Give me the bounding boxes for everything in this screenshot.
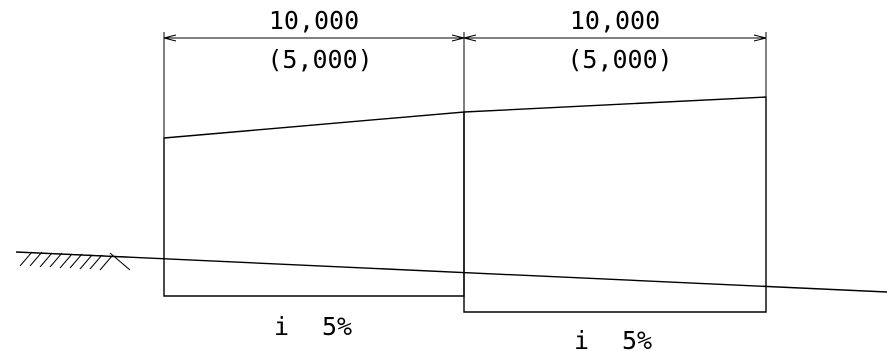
slope-left-symbol: i: [274, 312, 289, 341]
hatch-1: [19, 251, 33, 267]
hatch-slope: [109, 252, 131, 271]
hatch-8: [89, 254, 103, 270]
dimension-arrow-right-start-b: [463, 37, 477, 42]
slope-right-symbol: i: [574, 326, 589, 351]
hatch-2: [29, 251, 43, 267]
dimension-arrow-left-start-b: [163, 37, 177, 42]
dimension-left-value: 10,000: [269, 6, 359, 35]
hatch-base: [15, 251, 131, 258]
hatch-9: [99, 255, 113, 271]
slope-right-value: 5%: [622, 326, 652, 351]
dimension-right-subvalue: (5,000): [567, 45, 672, 74]
dimension-arrow-left-start: [163, 34, 177, 39]
dimension-right-value: 10,000: [570, 6, 660, 35]
hatch-6: [69, 253, 83, 269]
block-right: [463, 96, 767, 313]
block-left: [163, 111, 465, 297]
hatch-4: [49, 252, 63, 268]
dimension-arrow-left-end: [451, 34, 465, 39]
dimension-left-subvalue: (5,000): [267, 45, 372, 74]
dimension-arrow-left-end-b: [451, 37, 465, 42]
dimension-arrow-right-end: [753, 34, 767, 39]
ground-line: [15, 251, 887, 293]
dimension-arrow-right-start: [463, 34, 477, 39]
hatch-7: [79, 254, 93, 270]
hatch-3: [39, 252, 53, 268]
hatch-5: [59, 253, 73, 269]
slope-left-value: 5%: [322, 312, 352, 341]
dimension-lines: [163, 34, 767, 42]
extension-lines: [163, 32, 767, 138]
ground-hatch-icon: [15, 251, 131, 271]
dimension-arrow-right-end-b: [753, 37, 767, 42]
